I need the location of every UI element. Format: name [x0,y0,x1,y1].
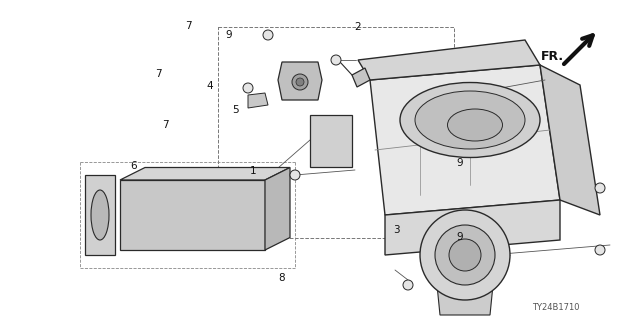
Text: 7: 7 [156,68,162,79]
Text: 8: 8 [278,273,285,284]
Polygon shape [370,65,560,215]
Polygon shape [437,285,493,315]
Circle shape [290,170,300,180]
Text: 9: 9 [456,158,463,168]
Circle shape [331,55,341,65]
Text: TY24B1710: TY24B1710 [532,303,580,313]
Text: 9: 9 [226,29,232,40]
Ellipse shape [447,109,502,141]
Polygon shape [385,200,560,255]
Circle shape [292,74,308,90]
Polygon shape [120,180,265,250]
Text: 7: 7 [186,20,192,31]
Text: 5: 5 [232,105,239,116]
Text: 1: 1 [250,166,256,176]
Text: 6: 6 [130,161,136,172]
Circle shape [263,30,273,40]
Circle shape [595,183,605,193]
Circle shape [296,78,304,86]
Bar [218,27,454,238]
Polygon shape [248,93,268,108]
Polygon shape [278,62,322,100]
Polygon shape [310,115,352,167]
Circle shape [435,225,495,285]
Text: 2: 2 [354,22,360,32]
Circle shape [420,210,510,300]
Text: 3: 3 [394,225,400,236]
Circle shape [243,83,253,93]
Ellipse shape [400,83,540,157]
Text: 9: 9 [456,232,463,242]
Polygon shape [540,65,600,215]
Text: 4: 4 [207,81,213,92]
Polygon shape [265,167,290,250]
Polygon shape [358,40,540,80]
Ellipse shape [415,91,525,149]
Circle shape [595,245,605,255]
Text: 7: 7 [162,120,168,130]
Polygon shape [85,175,115,255]
Circle shape [449,239,481,271]
Ellipse shape [91,190,109,240]
Text: FR.: FR. [540,50,564,62]
Polygon shape [352,68,370,87]
Polygon shape [120,167,290,180]
Circle shape [403,280,413,290]
